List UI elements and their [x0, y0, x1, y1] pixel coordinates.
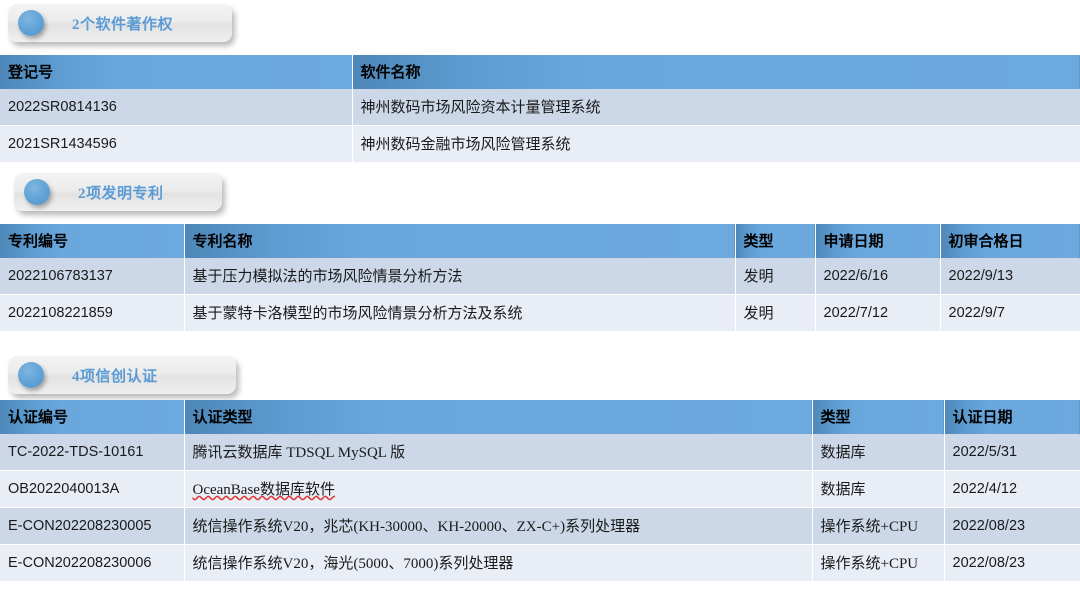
cell-cert-no: OB2022040013A [0, 470, 185, 508]
invention-patent-table: 专利编号 专利名称 类型 申请日期 初审合格日 2022106783137 基于… [0, 224, 1080, 332]
cell-patent-no: 2022108221859 [0, 294, 185, 332]
cell-cert-type: 腾讯云数据库 TDSQL MySQL 版 [184, 434, 813, 471]
cell-prelim-pass-date: 2022/9/7 [940, 294, 1080, 332]
cell-cert-no: TC-2022-TDS-10161 [0, 434, 185, 471]
table-row: TC-2022-TDS-10161 腾讯云数据库 TDSQL MySQL 版 数… [0, 434, 1080, 471]
cell-cert-type: 统信操作系统V20，海光(5000、7000)系列处理器 [184, 544, 813, 582]
cell-cert-date: 2022/5/31 [944, 434, 1080, 471]
table-row: 2022SR0814136 神州数码市场风险资本计量管理系统 [0, 89, 1080, 126]
blue-circle-icon [24, 179, 50, 205]
table-row: OB2022040013A OceanBase数据库软件 数据库 2022/4/… [0, 470, 1080, 508]
cell-cert-date: 2022/4/12 [944, 470, 1080, 508]
section-badge-xinchuang-certification: 4项信创认证 [8, 356, 236, 394]
section-badge-label: 2个软件著作权 [72, 16, 174, 33]
column-header-type: 类型 [735, 224, 816, 258]
column-header-registration-no: 登记号 [0, 55, 353, 89]
cell-type: 数据库 [812, 470, 945, 508]
table-row: E-CON202208230005 统信操作系统V20，兆芯(KH-30000、… [0, 507, 1080, 545]
section-badge-label: 2项发明专利 [78, 185, 164, 202]
column-header-type: 类型 [812, 400, 945, 434]
table-row: E-CON202208230006 统信操作系统V20，海光(5000、7000… [0, 544, 1080, 582]
table-header-row: 专利编号 专利名称 类型 申请日期 初审合格日 [0, 224, 1080, 258]
column-header-application-date: 申请日期 [815, 224, 941, 258]
cell-software-name: 神州数码市场风险资本计量管理系统 [352, 89, 1080, 126]
cell-patent-no: 2022106783137 [0, 258, 185, 295]
table-header-row: 登记号 软件名称 [0, 55, 1080, 89]
column-header-prelim-pass-date: 初审合格日 [940, 224, 1080, 258]
column-header-cert-type: 认证类型 [184, 400, 813, 434]
table-header-row: 认证编号 认证类型 类型 认证日期 [0, 400, 1080, 434]
cell-application-date: 2022/6/16 [815, 258, 941, 295]
section-badge-software-copyright: 2个软件著作权 [8, 4, 232, 42]
cell-type: 发明 [735, 294, 816, 332]
cell-type: 操作系统+CPU [812, 544, 945, 582]
column-header-cert-no: 认证编号 [0, 400, 185, 434]
cell-cert-date: 2022/08/23 [944, 544, 1080, 582]
cell-cert-date: 2022/08/23 [944, 507, 1080, 545]
xinchuang-certification-table: 认证编号 认证类型 类型 认证日期 TC-2022-TDS-10161 腾讯云数… [0, 400, 1080, 582]
blue-circle-icon [18, 10, 44, 36]
cell-cert-no: E-CON202208230006 [0, 544, 185, 582]
cell-type: 发明 [735, 258, 816, 295]
column-header-cert-date: 认证日期 [944, 400, 1080, 434]
cell-patent-name: 基于蒙特卡洛模型的市场风险情景分析方法及系统 [184, 294, 736, 332]
software-copyright-table: 登记号 软件名称 2022SR0814136 神州数码市场风险资本计量管理系统 … [0, 55, 1080, 163]
cell-type: 数据库 [812, 434, 945, 471]
table-row: 2022106783137 基于压力模拟法的市场风险情景分析方法 发明 2022… [0, 258, 1080, 295]
blue-circle-icon [18, 362, 44, 388]
table-row: 2021SR1434596 神州数码金融市场风险管理系统 [0, 125, 1080, 163]
column-header-patent-no: 专利编号 [0, 224, 185, 258]
cell-cert-no: E-CON202208230005 [0, 507, 185, 545]
cell-application-date: 2022/7/12 [815, 294, 941, 332]
column-header-patent-name: 专利名称 [184, 224, 736, 258]
table-row: 2022108221859 基于蒙特卡洛模型的市场风险情景分析方法及系统 发明 … [0, 294, 1080, 332]
cell-cert-type: 统信操作系统V20，兆芯(KH-30000、KH-20000、ZX-C+)系列处… [184, 507, 813, 545]
cell-software-name: 神州数码金融市场风险管理系统 [352, 125, 1080, 163]
cell-prelim-pass-date: 2022/9/13 [940, 258, 1080, 295]
cell-type: 操作系统+CPU [812, 507, 945, 545]
section-badge-invention-patent: 2项发明专利 [14, 173, 222, 211]
cell-registration-no: 2022SR0814136 [0, 89, 353, 126]
cell-patent-name: 基于压力模拟法的市场风险情景分析方法 [184, 258, 736, 295]
cell-registration-no: 2021SR1434596 [0, 125, 353, 163]
cell-cert-type: OceanBase数据库软件 [184, 470, 813, 508]
section-badge-label: 4项信创认证 [72, 368, 158, 385]
column-header-software-name: 软件名称 [352, 55, 1080, 89]
